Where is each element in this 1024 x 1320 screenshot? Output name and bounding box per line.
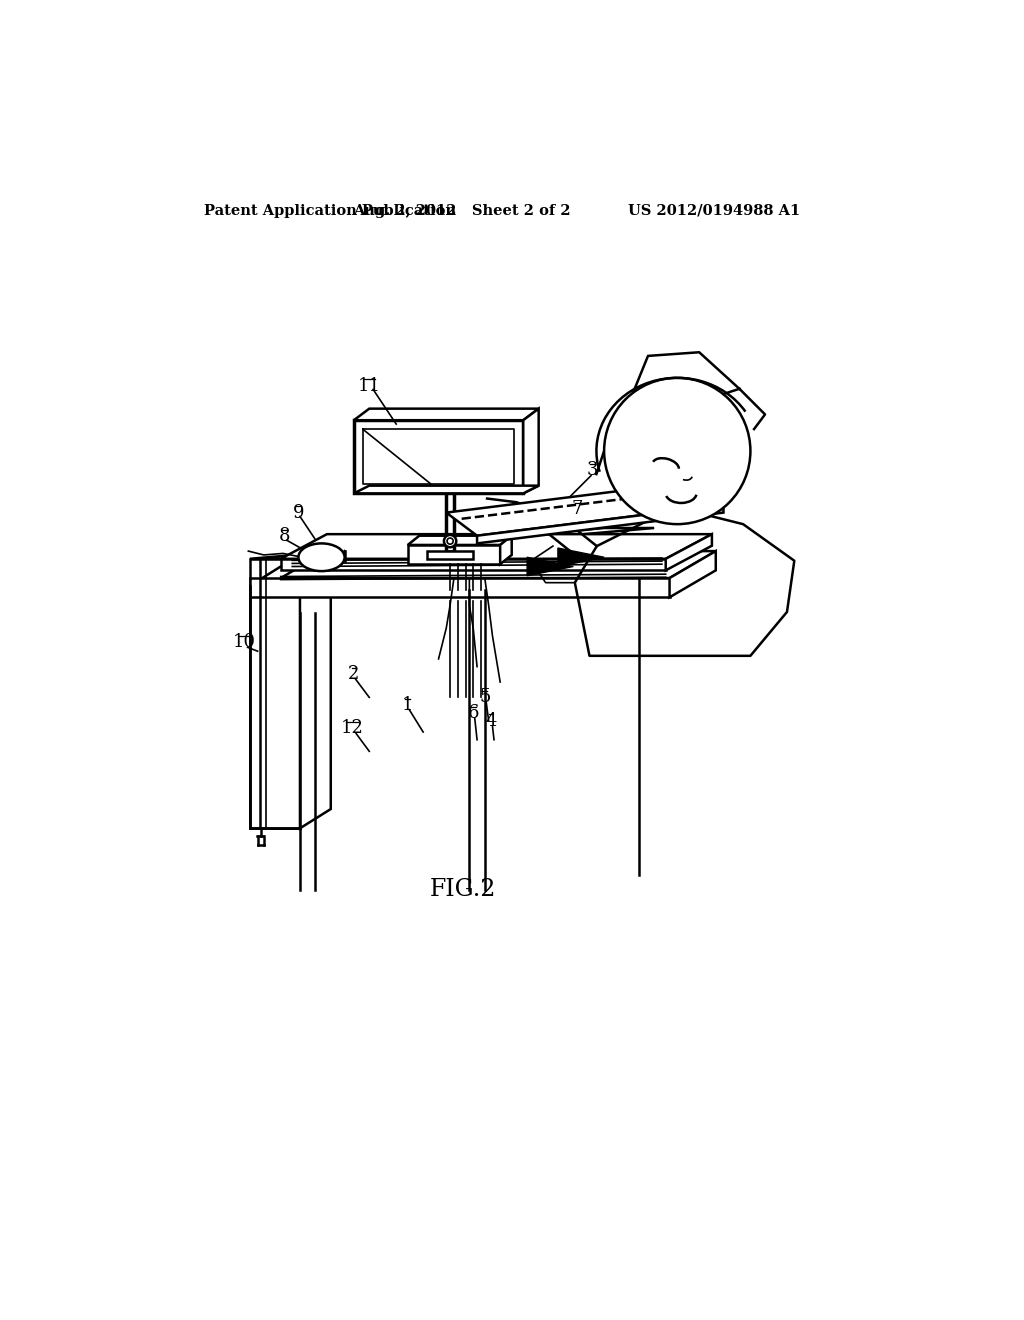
Polygon shape bbox=[408, 536, 512, 545]
Text: 4: 4 bbox=[485, 711, 497, 730]
Text: 1: 1 bbox=[402, 696, 414, 714]
Polygon shape bbox=[408, 545, 500, 564]
Text: 9: 9 bbox=[293, 504, 304, 521]
Polygon shape bbox=[250, 578, 670, 598]
Polygon shape bbox=[427, 552, 473, 558]
Polygon shape bbox=[527, 557, 573, 576]
Text: US 2012/0194988 A1: US 2012/0194988 A1 bbox=[628, 203, 801, 218]
Polygon shape bbox=[250, 528, 654, 558]
Polygon shape bbox=[281, 535, 712, 558]
Text: 6: 6 bbox=[468, 704, 479, 722]
Polygon shape bbox=[250, 566, 331, 586]
Text: 3: 3 bbox=[587, 461, 598, 479]
Polygon shape bbox=[477, 506, 724, 544]
Polygon shape bbox=[281, 552, 716, 578]
Circle shape bbox=[444, 535, 457, 548]
Text: 12: 12 bbox=[341, 719, 364, 737]
Polygon shape bbox=[666, 535, 712, 570]
Polygon shape bbox=[300, 566, 331, 829]
Polygon shape bbox=[354, 420, 523, 494]
Text: Aug. 2, 2012   Sheet 2 of 2: Aug. 2, 2012 Sheet 2 of 2 bbox=[353, 203, 570, 218]
Polygon shape bbox=[446, 482, 724, 536]
Text: 2: 2 bbox=[348, 665, 359, 684]
Text: 8: 8 bbox=[279, 527, 291, 545]
Polygon shape bbox=[500, 536, 512, 564]
Polygon shape bbox=[670, 552, 716, 598]
Text: 7: 7 bbox=[571, 500, 583, 517]
Polygon shape bbox=[281, 558, 666, 570]
Text: FIG.2: FIG.2 bbox=[430, 878, 497, 902]
Text: 11: 11 bbox=[357, 376, 381, 395]
Polygon shape bbox=[250, 586, 300, 829]
Polygon shape bbox=[523, 409, 539, 494]
Text: Patent Application Publication: Patent Application Publication bbox=[204, 203, 456, 218]
Text: 10: 10 bbox=[233, 634, 256, 651]
Text: 5: 5 bbox=[479, 689, 490, 706]
Polygon shape bbox=[558, 548, 604, 566]
Polygon shape bbox=[354, 486, 539, 494]
Polygon shape bbox=[250, 558, 300, 829]
Ellipse shape bbox=[298, 544, 345, 572]
Circle shape bbox=[604, 378, 751, 524]
Polygon shape bbox=[354, 409, 539, 420]
Circle shape bbox=[447, 539, 454, 544]
